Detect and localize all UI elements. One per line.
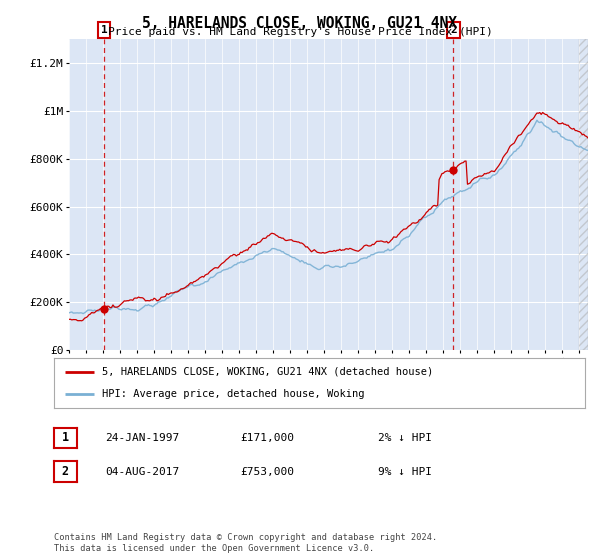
Text: 1: 1 (101, 25, 107, 35)
Text: HPI: Average price, detached house, Woking: HPI: Average price, detached house, Woki… (102, 389, 364, 399)
Text: £171,000: £171,000 (240, 433, 294, 443)
Text: Price paid vs. HM Land Registry's House Price Index (HPI): Price paid vs. HM Land Registry's House … (107, 27, 493, 38)
Text: 9% ↓ HPI: 9% ↓ HPI (378, 466, 432, 477)
Text: 2% ↓ HPI: 2% ↓ HPI (378, 433, 432, 443)
Text: 5, HARELANDS CLOSE, WOKING, GU21 4NX: 5, HARELANDS CLOSE, WOKING, GU21 4NX (143, 16, 458, 31)
Text: £753,000: £753,000 (240, 466, 294, 477)
Text: 04-AUG-2017: 04-AUG-2017 (105, 466, 179, 477)
Text: Contains HM Land Registry data © Crown copyright and database right 2024.
This d: Contains HM Land Registry data © Crown c… (54, 533, 437, 553)
Text: 2: 2 (450, 25, 457, 35)
Text: 24-JAN-1997: 24-JAN-1997 (105, 433, 179, 443)
Text: 1: 1 (62, 431, 69, 445)
Text: 2: 2 (62, 465, 69, 478)
Text: 5, HARELANDS CLOSE, WOKING, GU21 4NX (detached house): 5, HARELANDS CLOSE, WOKING, GU21 4NX (de… (102, 367, 433, 377)
